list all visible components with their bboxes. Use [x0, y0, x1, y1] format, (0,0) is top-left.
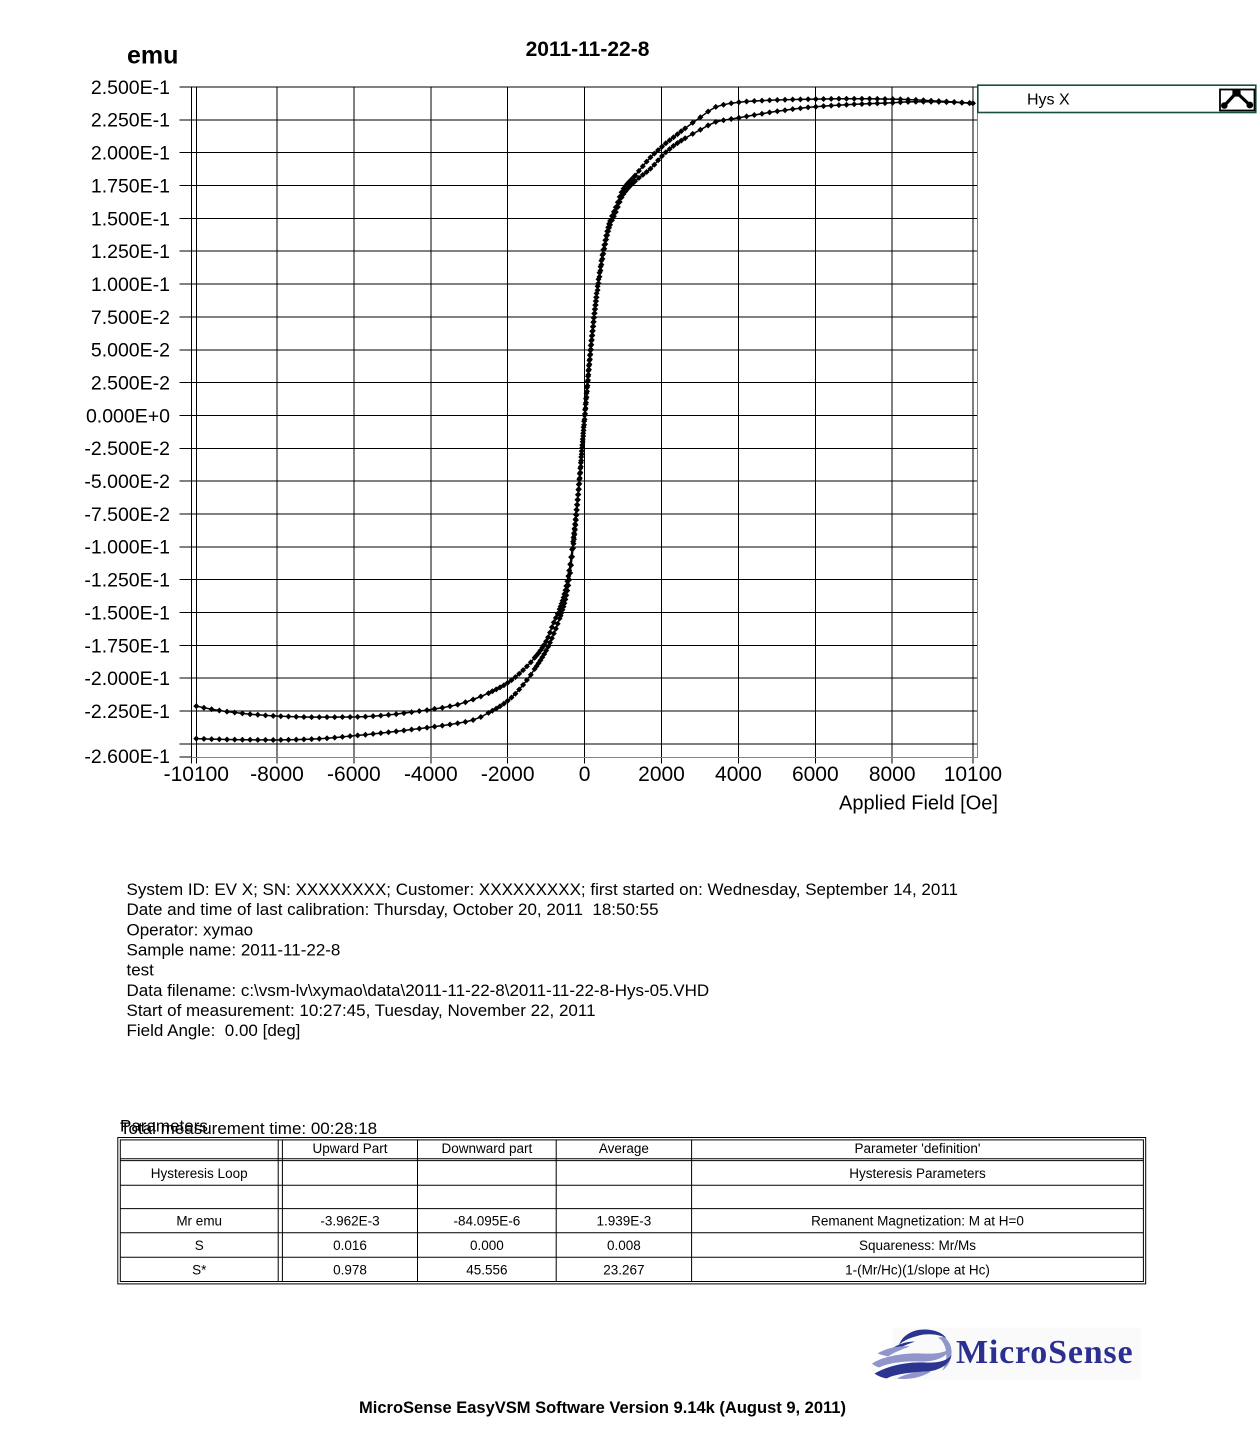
svg-text:Mr emu: Mr emu: [176, 1214, 222, 1229]
svg-text:2.000E-1: 2.000E-1: [91, 143, 170, 165]
svg-text:S*: S*: [192, 1262, 207, 1277]
svg-text:test: test: [127, 961, 155, 980]
svg-text:1.250E-1: 1.250E-1: [91, 241, 170, 263]
svg-text:-2.250E-1: -2.250E-1: [84, 701, 170, 723]
svg-text:-2.000E-1: -2.000E-1: [84, 668, 170, 690]
svg-text:4000: 4000: [715, 763, 762, 786]
svg-text:2.500E-1: 2.500E-1: [91, 77, 170, 99]
svg-text:Start of measurement: 10:27:45: Start of measurement: 10:27:45, Tuesday,…: [127, 1001, 596, 1020]
svg-text:-1.250E-1: -1.250E-1: [84, 570, 170, 592]
svg-text:Field Angle: 0.00 [deg]: Field Angle: 0.00 [deg]: [127, 1021, 301, 1040]
svg-text:-84.095E-6: -84.095E-6: [454, 1214, 521, 1229]
svg-text:5.000E-2: 5.000E-2: [91, 340, 170, 362]
svg-text:0.000: 0.000: [470, 1238, 504, 1253]
svg-text:0.000E+0: 0.000E+0: [86, 405, 170, 427]
svg-text:Hysteresis Parameters: Hysteresis Parameters: [849, 1166, 986, 1181]
svg-text:-2000: -2000: [481, 763, 535, 786]
svg-text:2011-11-22-8: 2011-11-22-8: [526, 38, 650, 61]
svg-text:-6000: -6000: [327, 763, 381, 786]
svg-text:8000: 8000: [869, 763, 916, 786]
svg-text:1.500E-1: 1.500E-1: [91, 208, 170, 230]
svg-text:Data filename: c:\vsm-lv\xymao: Data filename: c:\vsm-lv\xymao\data\2011…: [127, 981, 710, 1000]
svg-text:Average: Average: [599, 1141, 649, 1156]
svg-text:Hys X: Hys X: [1027, 92, 1070, 109]
svg-text:0.008: 0.008: [607, 1238, 641, 1253]
svg-text:-3.962E-3: -3.962E-3: [320, 1214, 379, 1229]
svg-text:Operator: xymao: Operator: xymao: [127, 920, 254, 939]
svg-text:Hysteresis Loop: Hysteresis Loop: [151, 1166, 248, 1181]
svg-text:0.016: 0.016: [333, 1238, 367, 1253]
svg-text:Date and time of last calibrat: Date and time of last calibration: Thurs…: [127, 900, 659, 919]
svg-text:7.500E-2: 7.500E-2: [91, 307, 170, 329]
svg-text:1.750E-1: 1.750E-1: [91, 175, 170, 197]
svg-text:-2.500E-2: -2.500E-2: [84, 438, 170, 460]
svg-text:1-(Mr/Hc)(1/slope at Hc): 1-(Mr/Hc)(1/slope at Hc): [845, 1262, 990, 1277]
svg-text:6000: 6000: [792, 763, 839, 786]
svg-text:Total measurement time: 00:28:: Total measurement time: 00:28:18: [120, 1119, 377, 1138]
svg-text:Applied Field [Oe]: Applied Field [Oe]: [839, 793, 998, 815]
svg-text:Sample name: 2011-11-22-8: Sample name: 2011-11-22-8: [127, 941, 341, 960]
svg-text:-1.000E-1: -1.000E-1: [84, 537, 170, 559]
svg-text:System ID: EV X; SN: XXXXXXXX;: System ID: EV X; SN: XXXXXXXX; Customer:…: [127, 880, 958, 899]
svg-text:-10100: -10100: [164, 763, 229, 786]
svg-text:45.556: 45.556: [466, 1262, 507, 1277]
svg-text:emu: emu: [127, 42, 178, 70]
svg-text:2.500E-2: 2.500E-2: [91, 373, 170, 395]
svg-text:1.939E-3: 1.939E-3: [597, 1214, 652, 1229]
svg-text:0.978: 0.978: [333, 1262, 367, 1277]
svg-text:MicroSense EasyVSM Software Ve: MicroSense EasyVSM Software Version 9.14…: [359, 1399, 846, 1417]
svg-text:MicroSense: MicroSense: [956, 1334, 1133, 1371]
svg-text:S: S: [195, 1238, 204, 1253]
svg-text:Parameter 'definition': Parameter 'definition': [855, 1141, 981, 1156]
svg-text:-8000: -8000: [250, 763, 304, 786]
svg-text:-5.000E-2: -5.000E-2: [84, 471, 170, 493]
svg-text:Squareness: Mr/Ms: Squareness: Mr/Ms: [859, 1238, 976, 1253]
svg-text:Parameters: Parameters: [120, 1117, 208, 1136]
svg-text:Remanent Magnetization: M at H: Remanent Magnetization: M at H=0: [811, 1214, 1024, 1229]
svg-text:2000: 2000: [638, 763, 685, 786]
svg-text:Upward Part: Upward Part: [312, 1141, 387, 1156]
svg-text:-4000: -4000: [404, 763, 458, 786]
svg-text:Downward part: Downward part: [442, 1141, 533, 1156]
svg-text:10100: 10100: [944, 763, 1002, 786]
svg-text:2.250E-1: 2.250E-1: [91, 110, 170, 132]
svg-text:0: 0: [579, 763, 591, 786]
svg-text:-2.600E-1: -2.600E-1: [84, 746, 170, 768]
svg-text:23.267: 23.267: [603, 1262, 644, 1277]
svg-text:-1.500E-1: -1.500E-1: [84, 602, 170, 624]
svg-text:1.000E-1: 1.000E-1: [91, 274, 170, 296]
svg-text:-7.500E-2: -7.500E-2: [84, 504, 170, 526]
svg-text:-1.750E-1: -1.750E-1: [84, 635, 170, 657]
